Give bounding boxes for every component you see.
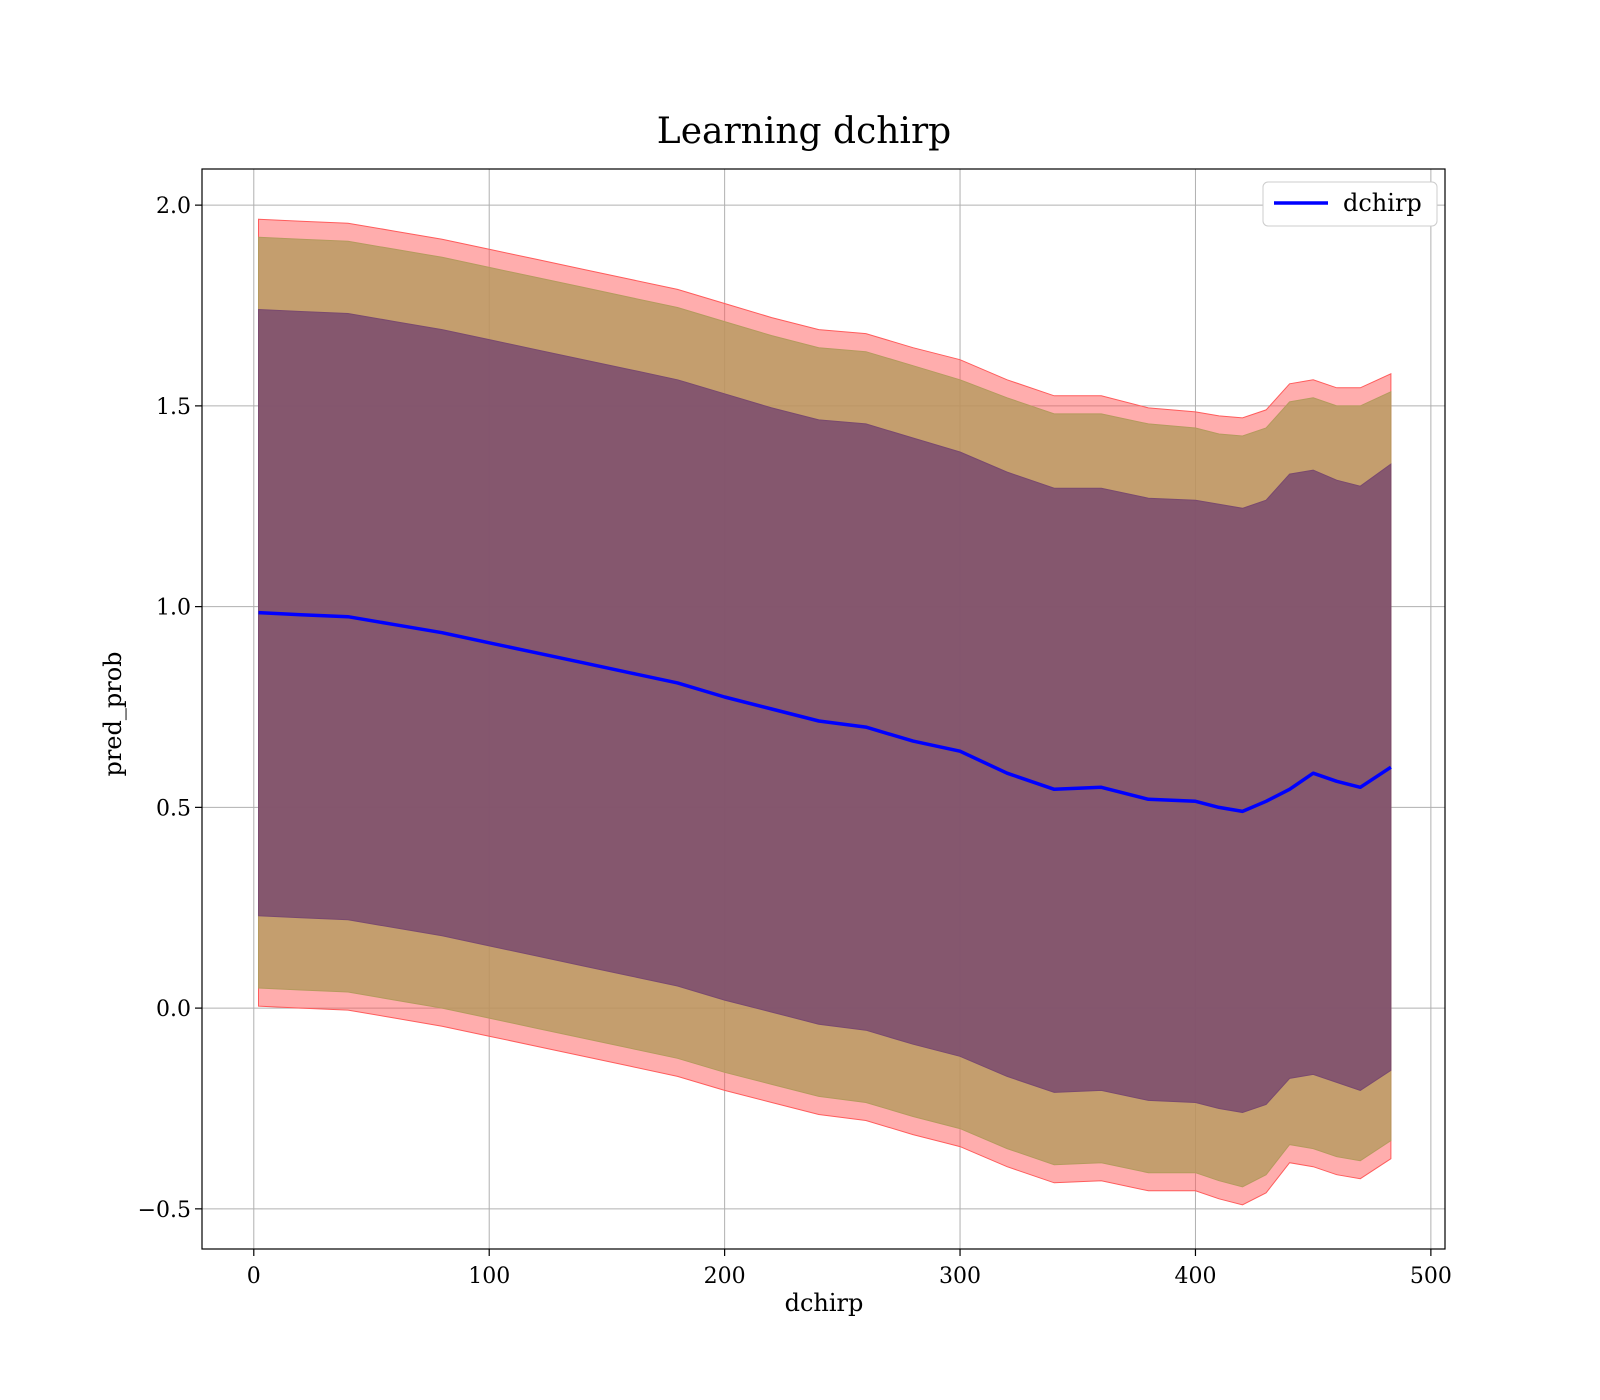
confidence-bands (258, 218, 1392, 1206)
x-tick-label: 100 (468, 1264, 510, 1289)
x-axis-label: dchirp (785, 1289, 864, 1317)
plot-frame (201, 168, 1446, 1250)
y-tick-label: 2.0 (156, 194, 191, 219)
x-tick-label: 500 (1410, 1264, 1452, 1289)
y-tick-label: 0.0 (156, 997, 191, 1022)
legend-label-dchirp: dchirp (1343, 189, 1422, 217)
series-line-1 (258, 610, 1392, 814)
legend: dchirp (1262, 181, 1438, 227)
x-tick-label: 400 (1174, 1264, 1216, 1289)
y-tick-label: −0.5 (138, 1198, 191, 1223)
series-layer (258, 610, 1392, 814)
band-inner (258, 308, 1392, 1114)
x-axis: 0 100 200 300 400 500 (247, 1249, 1452, 1289)
y-axis-label: pred_prob (99, 651, 127, 776)
y-tick-label: 0.5 (156, 796, 191, 821)
chart-title: Learning dchirp (657, 111, 951, 152)
x-tick-label: 300 (939, 1264, 981, 1289)
x-tick-label: 0 (247, 1264, 261, 1289)
plot-area: 0 100 200 300 400 500 −0.5 0.0 0.5 1.0 1.5 2.0 (138, 168, 1452, 1289)
y-tick-label: 1.0 (156, 596, 191, 621)
y-axis: −0.5 0.0 0.5 1.0 1.5 2.0 (138, 194, 202, 1223)
x-tick-label: 200 (704, 1264, 746, 1289)
y-tick-label: 1.5 (156, 395, 191, 420)
legend-box (1262, 181, 1438, 227)
